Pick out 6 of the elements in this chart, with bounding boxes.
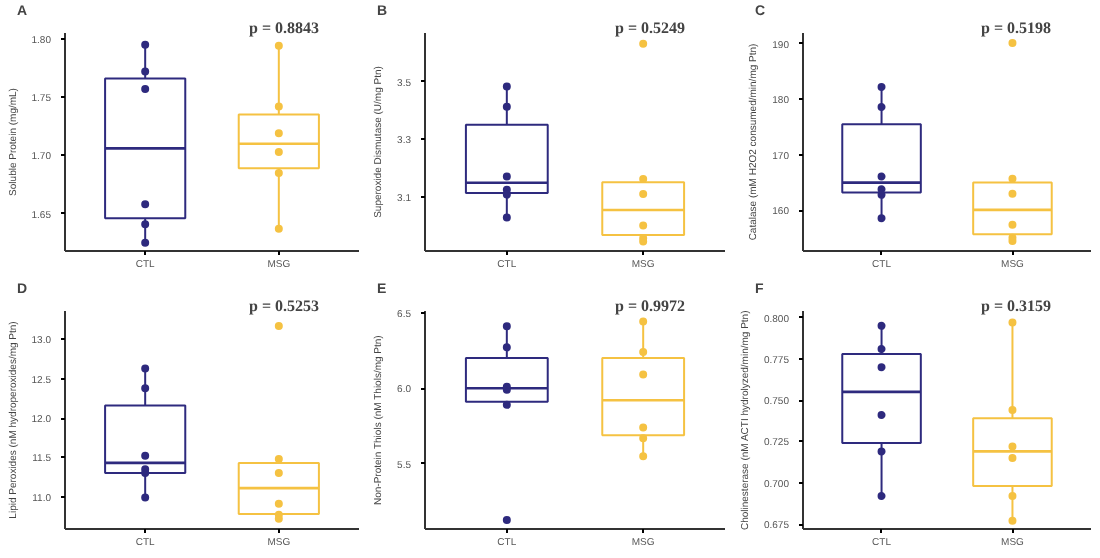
annotation: p = 0.5198 — [980, 19, 1052, 37]
annotation: p = 0.9972 — [614, 297, 686, 315]
annotation: p = 0.5253 — [248, 297, 320, 315]
annotation: p = 0.5249 — [614, 19, 686, 37]
annotation: p = 0.8843 — [248, 19, 320, 37]
annotation: p = 0.3159 — [980, 297, 1052, 315]
